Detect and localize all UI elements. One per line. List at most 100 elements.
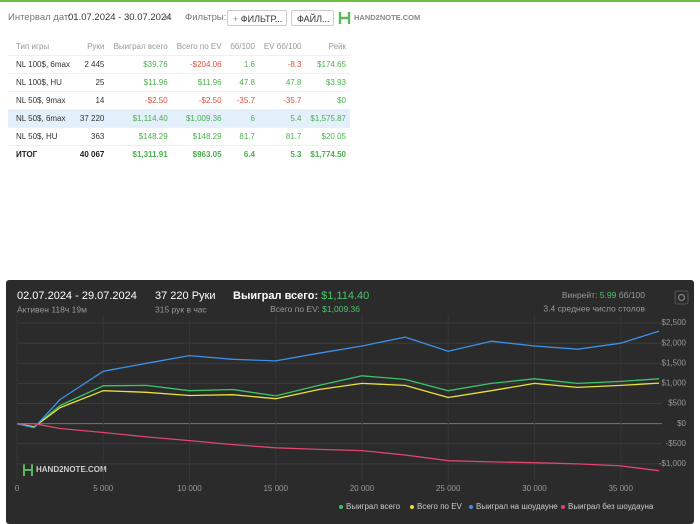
table-cell: 363 [75,127,109,146]
filter-button-text: ФИЛЬТР... [240,14,283,24]
stats-table: Тип игры Руки Выиграл всего Всего по EV бб/1… [8,38,350,163]
column-header: Рейк [328,42,346,51]
hands: 37 220 Руки [155,290,216,302]
table-row[interactable]: NL 50$, HU 363 $148.29 $148.29 81.7 81.7 $20.0… [8,127,350,146]
y-tick-label: -$1,000 [659,459,687,468]
table-cell: -8.3 [258,55,306,74]
y-tick-label: $2,000 [662,338,687,347]
table-cell: -35.7 [225,91,259,110]
legend-label: Всего по EV [417,502,463,511]
total-cell: $1,311.91 [108,145,172,163]
date-range[interactable]: 01.07.2024 - 30.07.2024 [68,12,172,23]
total-cell: 5.3 [258,145,306,163]
table-row[interactable]: NL 100$, HU 25 $11.96 $11.96 47.8 47.8 $3.93 [8,73,350,92]
table-cell: 14 [75,91,109,110]
table-cell: 5.4 [258,109,306,128]
table-cell: 25 [75,73,109,92]
ev-total: Всего по EV: $1,009.36 [270,304,360,314]
column-header: EV бб/100 [263,42,302,51]
active-time: Активен 118ч 19м [17,304,87,314]
table-cell: NL 50$, HU [8,127,76,146]
table-cell: 81.7 [258,127,306,146]
column-header: Выиграл всего [113,42,168,51]
column-header: Всего по EV [176,42,222,51]
series-line [16,375,660,428]
table-cell: $39.76 [108,55,172,74]
table-cell: $20.05 [305,127,350,146]
top-bar [0,0,700,2]
winrate: Винрейт: 5.99 бб/100 [562,290,645,300]
table-cell: $11.96 [108,73,172,92]
table-row[interactable]: NL 50$, 6max 37 220 $1,114.40 $1,009.36 6 5.4… [8,109,350,128]
hands-rate: 315 рук в час [155,304,208,314]
y-tick-label: $0 [677,419,686,428]
legend-label: Выиграл на шоудауне [476,502,558,511]
table-cell: -$2.50 [171,91,226,110]
y-tick-label: $500 [668,399,686,408]
winrate-label: Винрейт: [562,290,598,300]
ev-value: $1,009.36 [322,304,360,314]
total-cell: $1,774.50 [305,145,350,163]
table-row[interactable]: NL 50$, 9max 14 -$2.50 -$2.50 -35.7 -35.7 $0 [8,91,350,110]
table-row[interactable]: NL 100$, 6max 2 445 $39.76 -$204.06 1.6 -8.3 $… [8,55,350,74]
table-cell: 2 445 [75,55,109,74]
y-tick-label: $1,000 [662,379,687,388]
x-tick-label: 20 000 [350,484,375,493]
won-label: Выиграл всего: [233,290,318,302]
ev-label: Всего по EV: [270,304,320,314]
winrate-unit: бб/100 [619,290,646,300]
won-total: Выиграл всего: $1,114.40 [233,290,369,302]
watermark-icon [23,464,33,476]
filters-label: Фильтры: [185,12,227,23]
series-line [16,382,660,428]
legend-marker [410,505,414,509]
series-line [17,423,660,472]
table-cell: -$2.50 [108,91,172,110]
x-tick-label: 0 [15,484,20,493]
brand: HAND2NOTE.COM [354,13,421,22]
file-button[interactable]: ФАЙЛ... [291,10,334,26]
total-cell: ИТОГ [8,145,76,163]
table-header: Тип игры Руки Выиграл всего Всего по EV бб/1… [8,38,350,56]
table-cell: $1,009.36 [171,109,226,128]
y-tick-label: $1,500 [662,358,687,367]
settings-button[interactable] [674,290,689,305]
table-cell: -$204.06 [171,55,226,74]
table-cell: $1,114.40 [108,109,172,128]
logo-icon [338,12,351,24]
period: 02.07.2024 - 29.07.2024 [17,290,137,302]
dropdown-arrow[interactable] [163,15,171,21]
x-tick-label: 25 000 [436,484,461,493]
x-tick-label: 5 000 [93,484,114,493]
total-cell: 40 067 [75,145,109,163]
total-cell: $963.05 [171,145,226,163]
legend-label: Выиграл всего [346,502,401,511]
table-cell: $3.93 [305,73,350,92]
total-row: ИТОГ 40 067 $1,311.91 $963.05 6.4 5.3 $1,774.5… [8,145,350,163]
x-tick-label: 35 000 [608,484,633,493]
table-cell: NL 100$, 6max [8,55,76,74]
table-cell: 47.8 [225,73,259,92]
legend-marker [339,505,343,509]
table-cell: $148.29 [171,127,226,146]
x-tick-label: 15 000 [263,484,288,493]
table-cell: 37 220 [75,109,109,128]
total-cell: 6.4 [225,145,259,163]
table-cell: $1,575.87 [305,109,350,128]
column-header: Тип игры [16,42,50,51]
winrate-value: 5.99 [600,290,617,300]
legend-marker [561,505,565,509]
table-cell: NL 50$, 6max [8,109,76,128]
table-cell: $148.29 [108,127,172,146]
table-cell: -35.7 [258,91,306,110]
table-cell: $174.65 [305,55,350,74]
date-label: Интервал дат: [8,12,71,23]
table-cell: 47.8 [258,73,306,92]
filter-button[interactable]: + ФИЛЬТР... [227,10,287,26]
x-tick-label: 10 000 [177,484,202,493]
table-cell: 1.6 [225,55,259,74]
legend-marker [469,505,473,509]
legend-label: Выиграл без шоудауна [568,502,654,511]
table-cell: 81.7 [225,127,259,146]
